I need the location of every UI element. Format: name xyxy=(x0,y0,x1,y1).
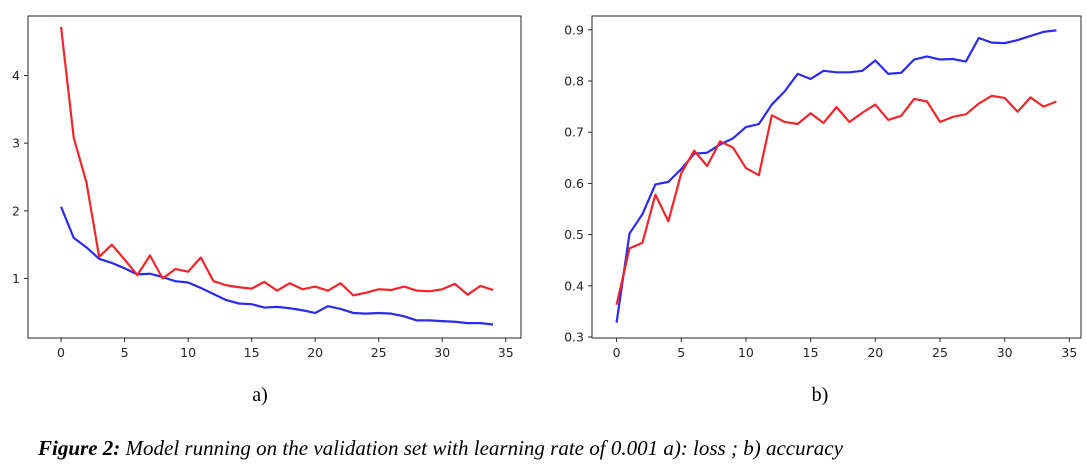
figure-caption: Figure 2: Model running on the validatio… xyxy=(0,436,1086,461)
loss-x-tick-label: 25 xyxy=(371,345,387,360)
acc-y-tick-label: 0.7 xyxy=(564,125,584,140)
acc-x-tick-label: 20 xyxy=(867,345,883,360)
loss-x-tick-label: 0 xyxy=(57,345,65,360)
loss-series-red-line xyxy=(59,26,494,297)
loss-x-tick-label: 15 xyxy=(244,345,260,360)
acc-y-tick-label: 0.9 xyxy=(564,22,584,37)
loss-x-tick-label: 35 xyxy=(498,345,514,360)
acc-x-tick-label: 30 xyxy=(997,345,1013,360)
acc-x-tick-label: 35 xyxy=(1061,345,1077,360)
loss-x-tick-label: 30 xyxy=(434,345,450,360)
loss-x-tick-label: 5 xyxy=(121,345,129,360)
figure-caption-text: Model running on the validation set with… xyxy=(120,436,843,460)
loss-x-tick-label: 20 xyxy=(307,345,323,360)
panel-label-a: a) xyxy=(252,384,268,406)
acc-x-tick-label: 10 xyxy=(738,345,754,360)
loss-y-tick-label: 3 xyxy=(12,136,20,151)
acc-y-tick-label: 0.4 xyxy=(564,278,584,293)
acc-y-tick-label: 0.6 xyxy=(564,176,584,191)
acc-x-tick-label: 0 xyxy=(613,345,621,360)
acc-series-blue-line xyxy=(615,29,1057,323)
loss-y-tick-label: 1 xyxy=(12,271,20,286)
panel-label-b: b) xyxy=(812,384,829,406)
acc-x-tick-label: 25 xyxy=(932,345,948,360)
loss-y-tick-label: 4 xyxy=(12,68,20,83)
accuracy-chart: 0 5 10 15 20 25 30 35 0.3 0.4 0.5 0.6 0.7 0.8 0.9 xyxy=(564,15,1082,360)
loss-chart: 0 5 10 15 20 25 30 35 1 2 3 4 xyxy=(12,15,522,360)
acc-x-tick-label: 15 xyxy=(803,345,819,360)
loss-axes-frame xyxy=(27,15,522,339)
figure-caption-label: Figure 2: xyxy=(38,436,121,460)
acc-axes-frame xyxy=(591,15,1082,339)
acc-y-tick-label: 0.8 xyxy=(564,74,584,89)
loss-y-tick-label: 2 xyxy=(12,203,20,218)
acc-y-tick-label: 0.5 xyxy=(564,227,584,242)
acc-series-red-line xyxy=(615,94,1057,305)
acc-y-tick-label: 0.3 xyxy=(564,329,584,344)
loss-x-tick-label: 10 xyxy=(180,345,196,360)
acc-x-tick-label: 5 xyxy=(677,345,685,360)
loss-series-blue-line xyxy=(60,206,494,326)
